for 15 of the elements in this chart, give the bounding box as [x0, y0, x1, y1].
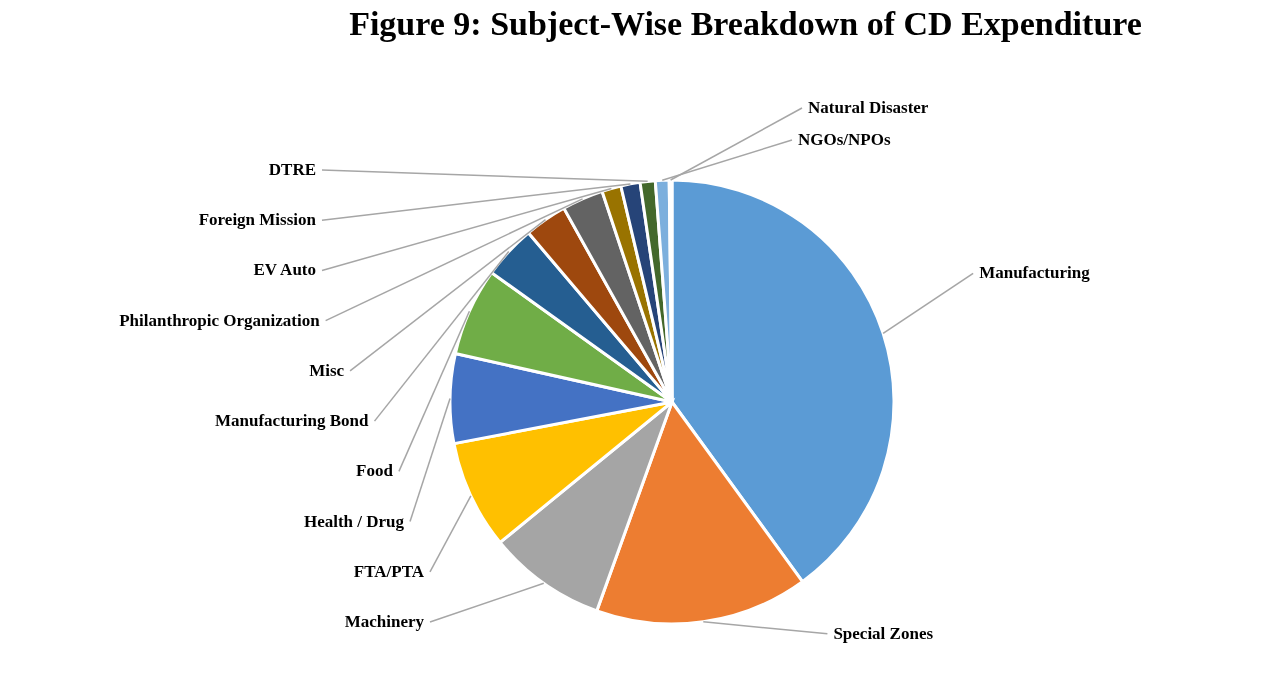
slice-label: Misc — [309, 360, 345, 380]
slice-label: Philanthropic Organization — [119, 310, 321, 330]
slice-label: EV Auto — [253, 260, 316, 280]
slice-label: Special Zones — [833, 623, 934, 643]
chart-title: Figure 9: Subject-Wise Breakdown of CD Expenditure — [349, 5, 1142, 42]
slice-label: Health / Drug — [303, 511, 405, 531]
slice-label: Manufacturing — [979, 263, 1091, 283]
slice-label: NGOs/NPOs — [798, 130, 891, 149]
slice-label: DTRE — [268, 160, 316, 179]
slice-label: Natural Disaster — [808, 98, 929, 117]
slice-label: Foreign Mission — [198, 210, 317, 230]
slice-label: Machinery — [344, 612, 425, 631]
slice-label: Manufacturing Bond — [215, 411, 370, 431]
slice-label: FTA/PTA — [353, 561, 425, 581]
slice-label: Food — [356, 461, 394, 481]
